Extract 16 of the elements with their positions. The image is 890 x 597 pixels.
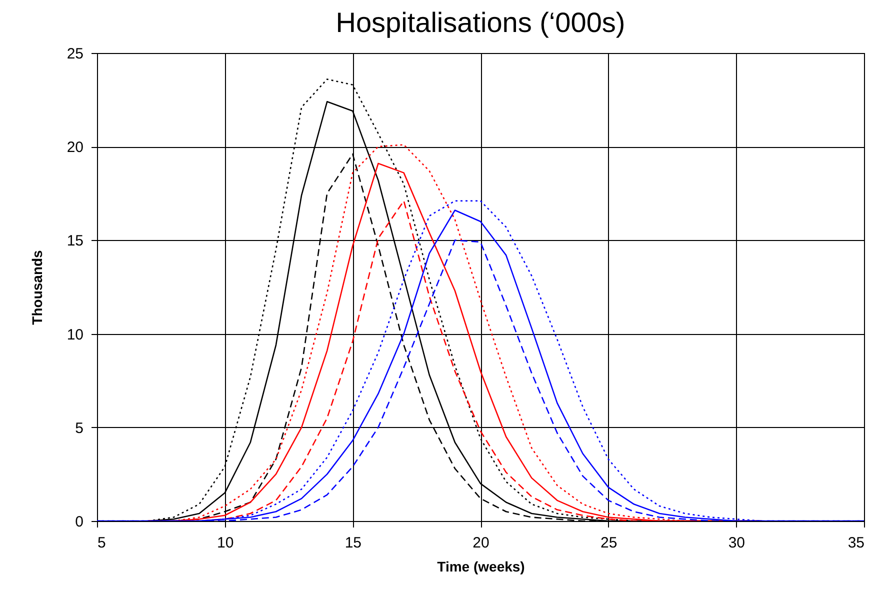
x-tick-label: 30 (728, 534, 746, 552)
y-tick-label: 0 (75, 514, 84, 530)
y-tick-label: 10 (66, 326, 84, 344)
x-tick-label: 5 (98, 534, 106, 552)
x-axis-title: Time (weeks) (437, 558, 525, 574)
x-tick-label: 15 (344, 534, 362, 552)
x-tick-label: 20 (472, 534, 490, 552)
x-tick-label: 35 (848, 534, 864, 552)
y-tick-label: 5 (75, 420, 84, 437)
y-tick-label: 25 (66, 46, 84, 62)
x-tick-label: 25 (600, 534, 618, 552)
y-axis-title: Thousands (28, 250, 45, 325)
x-tick-label: 10 (216, 534, 234, 552)
y-tick-label: 15 (66, 232, 84, 250)
y-tick-label: 20 (66, 139, 84, 156)
chart-title: Hospitalisations (‘000s) (336, 7, 626, 38)
